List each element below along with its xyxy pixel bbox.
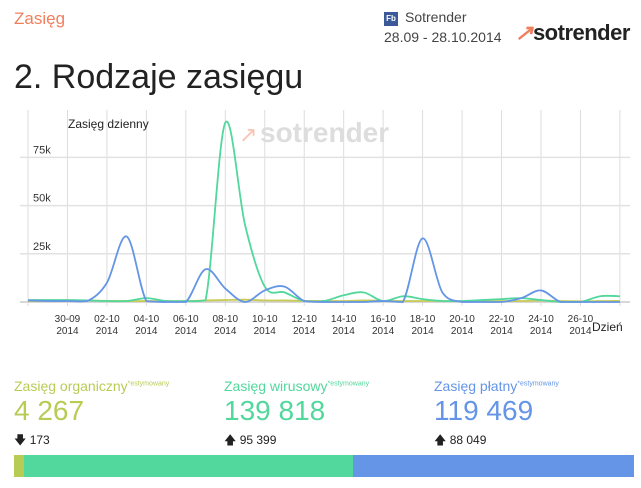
x-tick-label: 26-10 xyxy=(568,314,594,325)
stat-paid: Zasięg płatny*estymowany 119 469 🡅 88 04… xyxy=(434,378,559,452)
x-tick-year: 2014 xyxy=(96,326,119,337)
x-tick-year: 2014 xyxy=(56,326,79,337)
stat-label-text: Zasięg wirusowy xyxy=(224,378,328,394)
stat-label-text: Zasięg płatny xyxy=(434,378,518,394)
chart-title: Zasięg dzienny xyxy=(68,117,149,131)
section-title: Zasięg xyxy=(14,9,66,28)
stat-note: *estymowany xyxy=(327,380,370,388)
x-tick-label: 20-10 xyxy=(449,314,475,325)
stat-label-text: Zasięg organiczny xyxy=(14,378,128,394)
x-tick-label: 10-10 xyxy=(252,314,278,325)
sotrender-logo: ↗sotrender xyxy=(515,20,630,45)
page-title: 2. Rodzaje zasięgu xyxy=(14,58,304,96)
x-tick-year: 2014 xyxy=(569,326,592,337)
x-tick-year: 2014 xyxy=(411,326,434,337)
stat-delta: 🡇 173 xyxy=(14,431,169,452)
x-tick-year: 2014 xyxy=(372,326,395,337)
y-tick-label: 75k xyxy=(33,144,51,156)
stat-label: Zasięg wirusowy*estymowany xyxy=(224,378,369,394)
x-tick-label: 04-10 xyxy=(134,314,160,325)
logo-mark-icon: ↗ xyxy=(515,20,533,45)
stat-label: Zasięg organiczny*estymowany xyxy=(14,378,169,394)
x-tick-year: 2014 xyxy=(214,326,237,337)
x-tick-year: 2014 xyxy=(293,326,316,337)
y-tick-label: 50k xyxy=(33,193,51,205)
date-range: 28.09 - 28.10.2014 xyxy=(384,29,502,45)
stat-viral: Zasięg wirusowy*estymowany 139 818 🡅 95 … xyxy=(224,378,369,452)
x-tick-label: 12-10 xyxy=(291,314,317,325)
stat-delta-value: 88 049 xyxy=(449,433,487,447)
series-line-viral xyxy=(28,120,620,303)
x-tick-year: 2014 xyxy=(451,326,474,337)
chart-watermark: sotrender xyxy=(260,117,389,148)
x-tick-label: 22-10 xyxy=(489,314,515,325)
x-tick-year: 2014 xyxy=(135,326,158,337)
x-tick-year: 2014 xyxy=(175,326,198,337)
arrow-up-icon: 🡅 xyxy=(224,433,237,447)
stat-organic: Zasięg organiczny*estymowany 4 267 🡇 173 xyxy=(14,378,169,452)
x-tick-label: 08-10 xyxy=(213,314,239,325)
x-tick-label: 18-10 xyxy=(410,314,436,325)
x-tick-label: 06-10 xyxy=(173,314,199,325)
stat-delta-value: 173 xyxy=(29,433,50,447)
x-axis-label: Dzień xyxy=(592,320,623,334)
series-line-paid xyxy=(27,235,620,303)
x-tick-label: 30-09 xyxy=(55,314,81,325)
stat-delta-value: 95 399 xyxy=(239,433,277,447)
reach-chart: Zasięg dzienny sotrender ↗ 25k 50k 75k 30-0… xyxy=(20,110,630,337)
y-tick-label: 25k xyxy=(33,241,51,253)
x-tick-year: 2014 xyxy=(254,326,277,337)
stat-delta: 🡅 88 049 xyxy=(434,431,559,452)
stat-value: 119 469 xyxy=(434,395,534,426)
stat-delta: 🡅 95 399 xyxy=(224,431,369,452)
stat-value: 4 267 xyxy=(14,395,85,426)
stat-value: 139 818 xyxy=(224,395,326,426)
arrow-up-icon: 🡅 xyxy=(434,433,447,447)
bar-segment-organic xyxy=(14,455,25,477)
stat-note: *estymowany xyxy=(517,380,559,388)
arrow-down-icon: 🡇 xyxy=(14,433,27,447)
x-tick-label: 02-10 xyxy=(94,314,120,325)
bar-segment-paid xyxy=(352,455,634,477)
stat-label: Zasięg płatny*estymowany xyxy=(434,378,559,394)
reach-share-bar xyxy=(14,455,634,477)
x-tick-label: 14-10 xyxy=(331,314,357,325)
x-tick-label: 24-10 xyxy=(528,314,554,325)
x-tick-label: 16-10 xyxy=(370,314,396,325)
x-tick-year: 2014 xyxy=(490,326,513,337)
facebook-icon: Fb xyxy=(384,12,398,26)
stat-note: *estymowany xyxy=(127,380,170,388)
watermark-mark-icon: ↗ xyxy=(239,122,257,147)
x-tick-year: 2014 xyxy=(530,326,553,337)
source-name: Sotrender xyxy=(405,9,467,25)
bar-segment-viral xyxy=(24,455,353,477)
x-tick-year: 2014 xyxy=(333,326,356,337)
